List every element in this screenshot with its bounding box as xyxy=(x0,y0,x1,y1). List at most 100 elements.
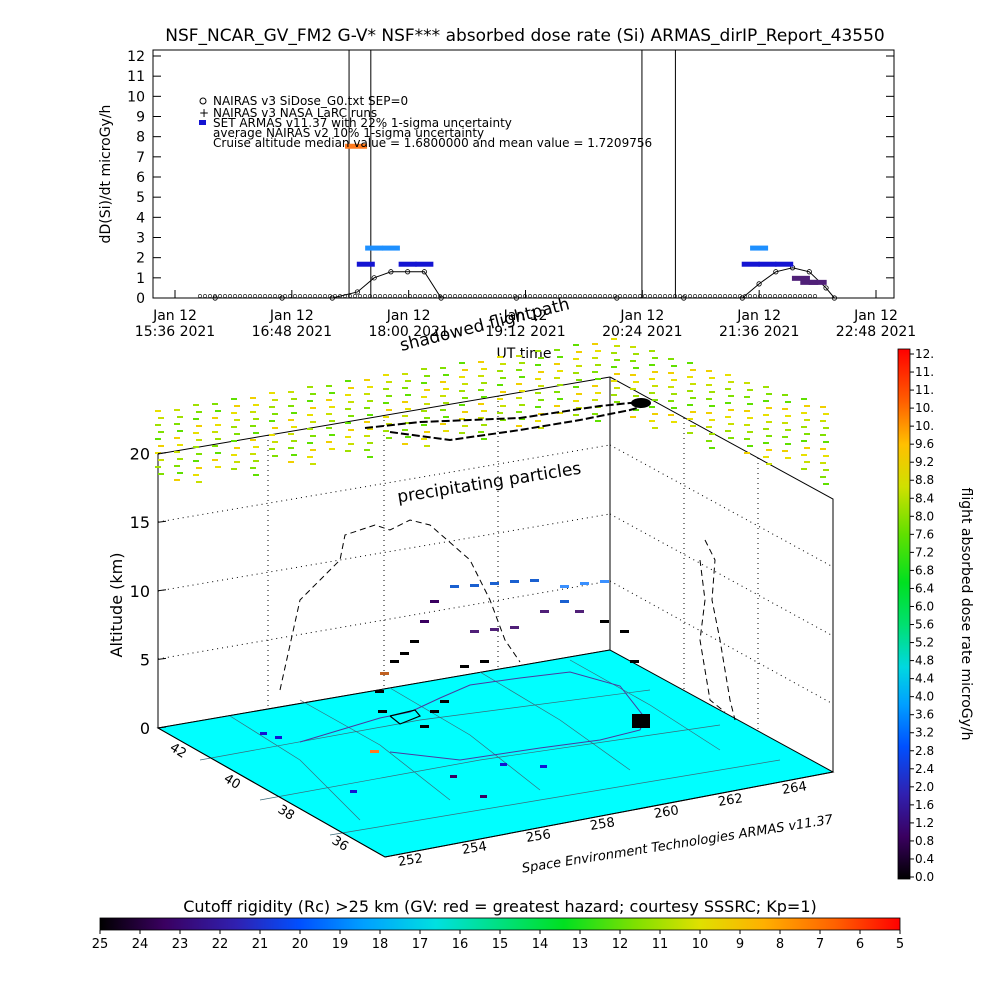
baseline-marker xyxy=(373,294,377,298)
particle-mark xyxy=(706,440,712,442)
baseline-marker xyxy=(793,294,797,298)
rigidity-tick-label: 16 xyxy=(452,937,469,952)
baseline-marker xyxy=(638,294,642,298)
particle-mark xyxy=(155,466,161,468)
particle-mark xyxy=(823,413,829,415)
baseline-marker xyxy=(753,294,757,298)
particle-mark xyxy=(272,399,278,401)
baseline-marker xyxy=(433,294,437,298)
baseline-marker xyxy=(778,294,782,298)
particle-mark xyxy=(652,385,658,387)
dose-colorbar-tick-label: 8.8 xyxy=(915,473,934,487)
particle-mark xyxy=(687,376,693,378)
particle-mark xyxy=(367,456,373,458)
baseline-marker xyxy=(453,294,457,298)
particle-mark xyxy=(424,431,430,433)
particle-mark xyxy=(649,420,655,422)
particle-mark xyxy=(291,398,297,400)
particle-mark xyxy=(272,413,278,415)
particle-mark xyxy=(649,350,655,352)
particle-mark xyxy=(747,403,753,405)
baseline-marker xyxy=(578,294,582,298)
dose-colorbar-tick-label: 3.2 xyxy=(915,726,934,740)
particle-mark xyxy=(611,366,617,368)
series-nairas-point xyxy=(513,295,520,301)
baseline-marker xyxy=(413,294,417,298)
particle-mark xyxy=(554,391,560,393)
particle-mark xyxy=(196,425,202,427)
particle-mark xyxy=(174,437,180,439)
particle-mark xyxy=(269,406,275,408)
particle-mark xyxy=(576,351,582,353)
particle-mark xyxy=(307,414,313,416)
baseline-marker xyxy=(568,294,572,298)
longitude-tick-label: 258 xyxy=(589,815,616,834)
particle-mark xyxy=(497,384,503,386)
particle-mark xyxy=(500,419,506,421)
flight-dose-marker xyxy=(375,690,384,693)
particle-mark xyxy=(250,453,256,455)
particle-mark xyxy=(386,395,392,397)
baseline-marker xyxy=(643,294,647,298)
particle-mark xyxy=(291,412,297,414)
particle-mark xyxy=(538,399,544,401)
dose-colorbar-tick-label: 8.0 xyxy=(915,509,934,523)
baseline-marker xyxy=(343,294,347,298)
baseline-marker xyxy=(228,294,232,298)
rigidity-tick-label: 11 xyxy=(652,937,669,952)
series-nairas-line xyxy=(215,267,835,299)
particle-mark xyxy=(364,407,370,409)
particle-mark xyxy=(250,411,256,413)
particle-mark xyxy=(196,481,202,483)
particle-mark xyxy=(652,371,658,373)
baseline-marker xyxy=(723,294,727,298)
particle-mark xyxy=(345,422,351,424)
dose-colorbar-tick-label: 6.8 xyxy=(915,563,934,577)
baseline-marker xyxy=(538,294,542,298)
particle-mark xyxy=(310,463,316,465)
baseline-marker xyxy=(728,294,732,298)
dose-colorbar-tick-label: 2.4 xyxy=(915,762,934,776)
rigidity-tick-label: 12 xyxy=(612,937,629,952)
particle-mark xyxy=(383,416,389,418)
particle-mark xyxy=(611,394,617,396)
baseline-marker xyxy=(443,294,447,298)
particle-mark xyxy=(443,402,449,404)
particle-mark xyxy=(633,409,639,411)
particle-mark xyxy=(386,437,392,439)
baseline-marker xyxy=(308,294,312,298)
flight-dose-marker xyxy=(390,660,399,663)
particle-mark xyxy=(212,445,218,447)
particle-mark xyxy=(345,436,351,438)
legend-entry-2: SET ARMAS v11.37 with 22% 1-sigma uncert… xyxy=(213,116,512,130)
x-tick-time: 21:36 2021 xyxy=(719,324,799,340)
series-nairas-point xyxy=(831,295,838,301)
particle-mark xyxy=(535,420,541,422)
particle-mark xyxy=(595,392,601,394)
flight-dose-marker xyxy=(600,580,609,583)
series-armas-point xyxy=(791,275,810,281)
particle-mark xyxy=(367,414,373,416)
particle-mark xyxy=(478,431,484,433)
x-tick-time: 19:12 2021 xyxy=(485,324,565,340)
particle-mark xyxy=(310,393,316,395)
particle-mark xyxy=(421,410,427,412)
particle-mark xyxy=(576,379,582,381)
particle-mark xyxy=(307,456,313,458)
particle-mark xyxy=(614,401,620,403)
particle-mark xyxy=(668,372,674,374)
legend-entry-0: NAIRAS v3 SiDose_G0.txt SEP=0 xyxy=(213,94,408,108)
particle-mark xyxy=(516,411,522,413)
particle-mark xyxy=(158,473,164,475)
particle-mark xyxy=(326,385,332,387)
particle-mark xyxy=(744,438,750,440)
series-armas-point xyxy=(775,261,794,267)
particle-mark xyxy=(269,392,275,394)
particle-mark xyxy=(440,409,446,411)
baseline-marker xyxy=(653,294,657,298)
particle-mark xyxy=(592,371,598,373)
dose-colorbar-tick-label: 8.4 xyxy=(915,491,934,505)
particle-mark xyxy=(481,424,487,426)
particle-mark xyxy=(326,441,332,443)
